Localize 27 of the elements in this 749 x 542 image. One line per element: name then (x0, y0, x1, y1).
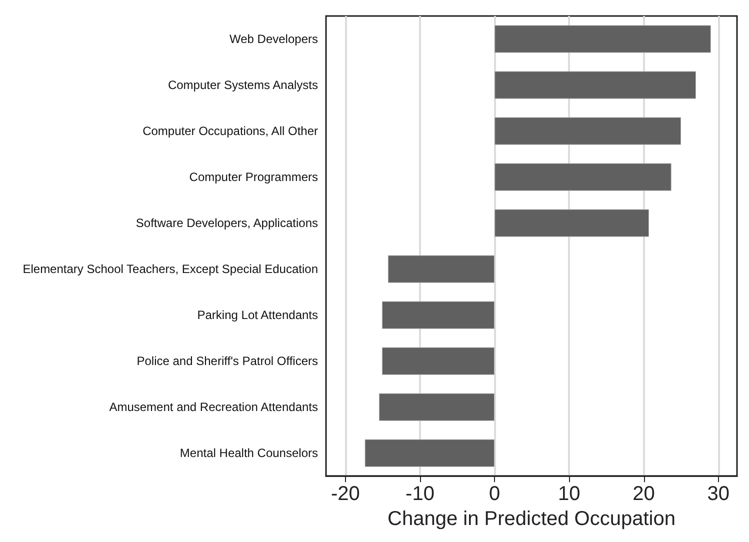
x-tick-label: 0 (489, 483, 500, 506)
bar (378, 393, 495, 421)
bar (494, 25, 711, 53)
bar (494, 163, 672, 191)
x-axis-title: Change in Predicted Occupation (388, 508, 676, 530)
bar (494, 209, 649, 237)
bar (388, 255, 495, 283)
bar (382, 347, 495, 375)
y-tick-label: Computer Occupations, All Other (142, 124, 318, 138)
y-tick-label: Computer Systems Analysts (168, 78, 318, 92)
y-tick-label: Elementary School Teachers, Except Special Education (22, 262, 318, 276)
x-tick-label: 10 (558, 483, 580, 506)
y-tick-label: Parking Lot Attendants (197, 308, 318, 322)
y-tick-label: Police and Sheriff's Patrol Officers (136, 354, 318, 368)
x-tick-label: -20 (330, 483, 360, 506)
y-tick-label: Computer Programmers (189, 170, 318, 184)
y-tick-label: Web Developers (230, 32, 318, 46)
x-tick-label: -10 (406, 483, 434, 506)
bar (494, 117, 682, 145)
y-tick-label: Amusement and Recreation Attendants (109, 400, 318, 414)
y-tick-label: Mental Health Counselors (180, 446, 318, 460)
x-tick-label: 20 (632, 483, 655, 506)
y-tick-label: Software Developers, Applications (136, 216, 318, 230)
x-tick-label: 30 (707, 483, 730, 506)
bar (364, 439, 495, 467)
bar (382, 301, 495, 329)
bar (494, 71, 696, 99)
